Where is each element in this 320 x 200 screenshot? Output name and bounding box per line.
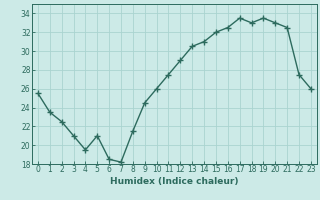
X-axis label: Humidex (Indice chaleur): Humidex (Indice chaleur) [110,177,239,186]
